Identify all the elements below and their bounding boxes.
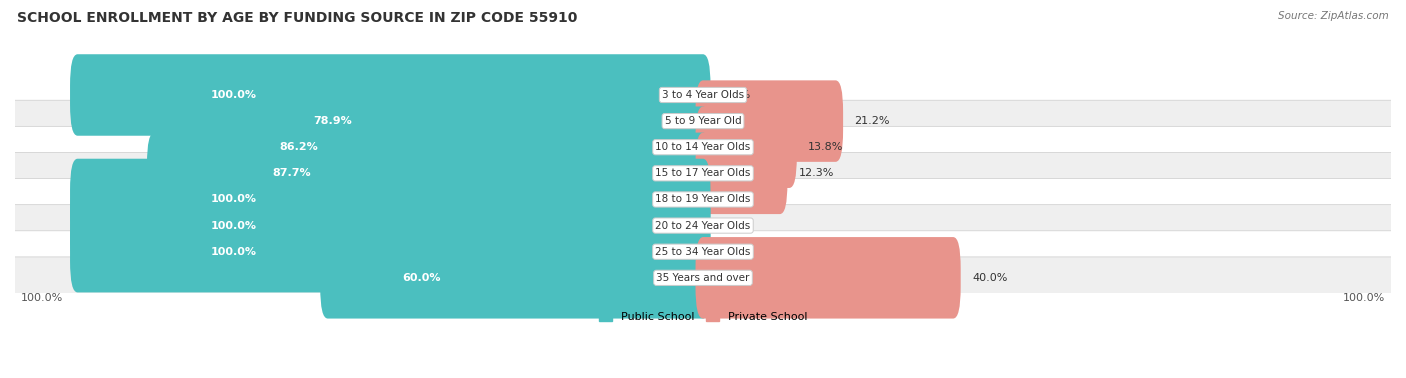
Text: 86.2%: 86.2%: [280, 142, 318, 152]
Text: 40.0%: 40.0%: [972, 273, 1007, 283]
Text: 100.0%: 100.0%: [211, 247, 257, 257]
FancyBboxPatch shape: [13, 231, 1393, 273]
Text: SCHOOL ENROLLMENT BY AGE BY FUNDING SOURCE IN ZIP CODE 55910: SCHOOL ENROLLMENT BY AGE BY FUNDING SOUR…: [17, 11, 578, 25]
Text: 0.0%: 0.0%: [721, 221, 749, 231]
Text: 87.7%: 87.7%: [273, 168, 311, 178]
FancyBboxPatch shape: [13, 204, 1393, 246]
Text: 13.8%: 13.8%: [808, 142, 844, 152]
Text: 25 to 34 Year Olds: 25 to 34 Year Olds: [655, 247, 751, 257]
Text: 21.2%: 21.2%: [855, 116, 890, 126]
FancyBboxPatch shape: [156, 107, 710, 188]
Text: 0.0%: 0.0%: [721, 194, 749, 204]
FancyBboxPatch shape: [696, 237, 960, 319]
Legend: Public School, Private School: Public School, Private School: [595, 307, 811, 327]
Text: 18 to 19 Year Olds: 18 to 19 Year Olds: [655, 194, 751, 204]
FancyBboxPatch shape: [13, 152, 1393, 194]
Text: 0.0%: 0.0%: [721, 90, 749, 100]
FancyBboxPatch shape: [70, 211, 710, 293]
FancyBboxPatch shape: [13, 126, 1393, 168]
FancyBboxPatch shape: [13, 100, 1393, 142]
Text: 15 to 17 Year Olds: 15 to 17 Year Olds: [655, 168, 751, 178]
FancyBboxPatch shape: [13, 74, 1393, 116]
FancyBboxPatch shape: [148, 133, 710, 214]
Text: 20 to 24 Year Olds: 20 to 24 Year Olds: [655, 221, 751, 231]
Text: 78.9%: 78.9%: [314, 116, 353, 126]
FancyBboxPatch shape: [70, 54, 710, 136]
FancyBboxPatch shape: [696, 81, 844, 162]
Text: 100.0%: 100.0%: [211, 194, 257, 204]
Text: 10 to 14 Year Olds: 10 to 14 Year Olds: [655, 142, 751, 152]
Text: 5 to 9 Year Old: 5 to 9 Year Old: [665, 116, 741, 126]
Text: 100.0%: 100.0%: [211, 221, 257, 231]
FancyBboxPatch shape: [696, 133, 787, 214]
FancyBboxPatch shape: [70, 159, 710, 240]
FancyBboxPatch shape: [13, 178, 1393, 220]
Text: 100.0%: 100.0%: [1343, 293, 1385, 304]
FancyBboxPatch shape: [321, 237, 710, 319]
Text: 60.0%: 60.0%: [402, 273, 441, 283]
FancyBboxPatch shape: [202, 81, 710, 162]
Text: 3 to 4 Year Olds: 3 to 4 Year Olds: [662, 90, 744, 100]
Text: 100.0%: 100.0%: [211, 90, 257, 100]
Text: Source: ZipAtlas.com: Source: ZipAtlas.com: [1278, 11, 1389, 21]
Text: 12.3%: 12.3%: [799, 168, 834, 178]
FancyBboxPatch shape: [70, 185, 710, 266]
FancyBboxPatch shape: [696, 107, 797, 188]
FancyBboxPatch shape: [13, 257, 1393, 299]
Text: 35 Years and over: 35 Years and over: [657, 273, 749, 283]
Text: 0.0%: 0.0%: [721, 247, 749, 257]
Text: 100.0%: 100.0%: [21, 293, 63, 304]
